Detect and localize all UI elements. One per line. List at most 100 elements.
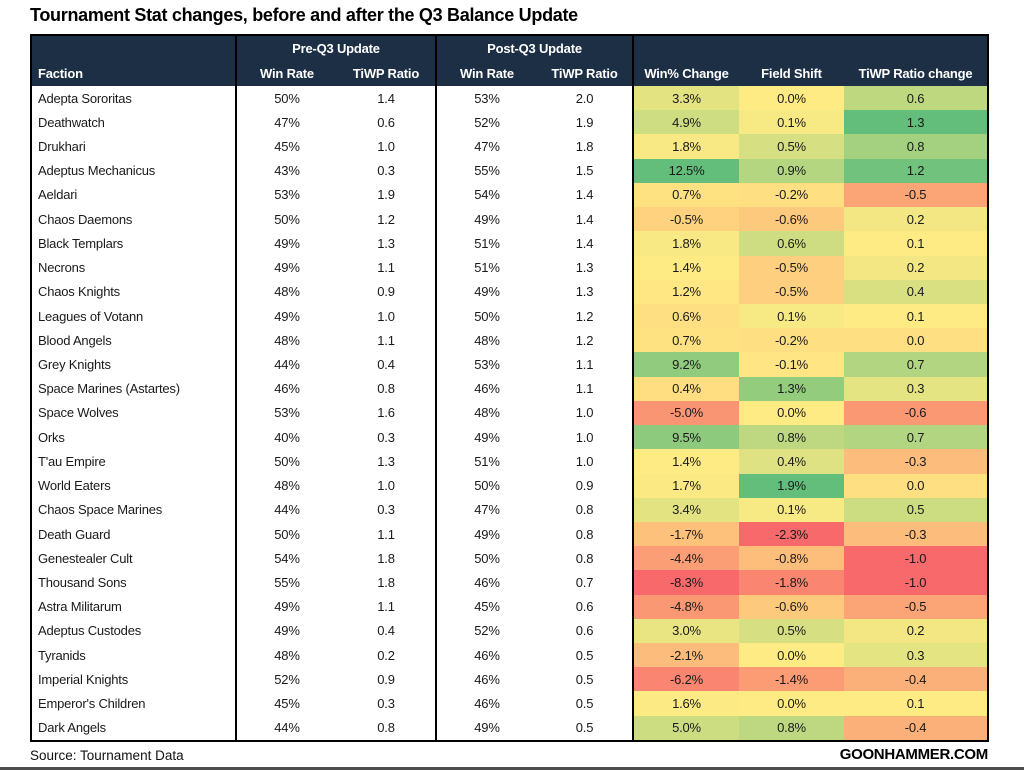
heat-cell-win-change: -4.8% [634, 594, 739, 619]
cell-post-tiwp-ratio: 1.0 [537, 425, 634, 450]
cell-post-tiwp-ratio: 0.8 [537, 497, 634, 522]
bottom-rule [0, 767, 1024, 770]
group-header [32, 36, 237, 61]
cell-post-tiwp-ratio: 1.9 [537, 110, 634, 135]
cell-post-win-rate: 46% [474, 671, 500, 687]
group-header: Pre-Q3 Update [237, 36, 437, 61]
heat-cell-win-change: 1.7% [634, 473, 739, 498]
cell-faction: Thousand Sons [32, 570, 237, 595]
heat-cell-field-shift: 1.9% [739, 473, 844, 498]
cell-post-tiwp-ratio: 0.5 [537, 667, 634, 692]
cell-faction: Grey Knights [32, 352, 237, 377]
cell-pre-win-rate: 48% [274, 284, 300, 300]
heat-cell-tiwp-change: -1.0 [844, 546, 987, 571]
group-header [634, 36, 987, 61]
cell-faction: Blood Angels [32, 328, 237, 353]
heat-cell-field-shift: -1.8% [739, 570, 844, 595]
cell-pre-win-rate: 49% [274, 235, 300, 251]
heat-cell-win-change: 3.0% [634, 618, 739, 644]
cell-pre-win-rate: 50% [274, 90, 300, 106]
cell-faction: Tyranids [32, 643, 237, 668]
heat-cell-field-shift: 0.1% [739, 303, 844, 329]
cell-post-win-rate: 46% [474, 574, 500, 590]
cell-pre-win-rate: 49% [274, 308, 300, 324]
heat-cell-field-shift: -0.1% [739, 352, 844, 377]
cell-pre-win-rate: 50% [274, 526, 300, 542]
stat-table: Pre-Q3 Update Post-Q3 Update Faction Win Ra… [30, 34, 989, 742]
cell-faction: Necrons [32, 255, 237, 280]
cell-faction: Astra Militarum [32, 594, 237, 619]
cell-pre-win-rate: 45% [274, 696, 300, 712]
heat-cell-tiwp-change: -0.3 [844, 449, 987, 474]
cell-pre-tiwp-ratio: 1.1 [337, 521, 437, 547]
cell-post-tiwp-ratio: 0.5 [537, 691, 634, 716]
cell-pre-tiwp-ratio: 0.2 [337, 643, 437, 668]
heat-cell-win-change: 1.8% [634, 231, 739, 256]
heat-cell-field-shift: 0.5% [739, 618, 844, 644]
heat-cell-tiwp-change: -0.5 [844, 182, 987, 208]
cell-faction: Imperial Knights [32, 667, 237, 692]
cell-faction: Deathwatch [32, 110, 237, 135]
cell-pre-win-rate: 50% [274, 211, 300, 227]
heat-cell-tiwp-change: 0.1 [844, 691, 987, 716]
cell-pre-win-rate: 55% [274, 574, 300, 590]
cell-post-tiwp-ratio: 1.1 [537, 376, 634, 401]
cell-post-tiwp-ratio: 0.6 [537, 618, 634, 644]
heat-cell-tiwp-change: 0.8 [844, 134, 987, 159]
cell-pre-win-rate: 50% [274, 453, 300, 469]
cell-pre-tiwp-ratio: 1.9 [337, 182, 437, 208]
cell-pre-win-rate: 54% [274, 550, 300, 566]
cell-pre-tiwp-ratio: 0.3 [337, 425, 437, 450]
heat-cell-win-change: 12.5% [634, 158, 739, 183]
cell-faction: World Eaters [32, 473, 237, 498]
heat-cell-win-change: 1.6% [634, 691, 739, 716]
cell-pre-tiwp-ratio: 0.9 [337, 279, 437, 304]
cell-post-tiwp-ratio: 0.6 [537, 594, 634, 619]
cell-post-win-rate: 49% [474, 429, 500, 445]
column-header: Win% Change [634, 61, 739, 86]
cell-pre-tiwp-ratio: 0.4 [337, 352, 437, 377]
heat-cell-win-change: 0.7% [634, 328, 739, 353]
cell-post-win-rate: 45% [474, 599, 500, 615]
heat-cell-win-change: 1.4% [634, 255, 739, 280]
cell-post-tiwp-ratio: 1.1 [537, 352, 634, 377]
cell-pre-win-rate: 49% [274, 260, 300, 276]
heat-cell-tiwp-change: -0.3 [844, 521, 987, 547]
cell-pre-tiwp-ratio: 1.0 [337, 134, 437, 159]
cell-post-win-rate: 51% [474, 260, 500, 276]
heat-cell-tiwp-change: 0.3 [844, 643, 987, 668]
heat-cell-field-shift: 0.0% [739, 643, 844, 668]
cell-post-tiwp-ratio: 1.4 [537, 231, 634, 256]
cell-pre-win-rate: 49% [274, 623, 300, 639]
cell-pre-tiwp-ratio: 1.4 [337, 86, 437, 111]
heat-cell-win-change: -8.3% [634, 570, 739, 595]
cell-post-win-rate: 48% [474, 405, 500, 421]
cell-post-tiwp-ratio: 0.9 [537, 473, 634, 498]
cell-post-win-rate: 49% [474, 211, 500, 227]
cell-pre-tiwp-ratio: 0.9 [337, 667, 437, 692]
heat-cell-tiwp-change: 0.1 [844, 231, 987, 256]
cell-pre-tiwp-ratio: 0.3 [337, 691, 437, 716]
cell-pre-win-rate: 53% [274, 187, 300, 203]
cell-post-win-rate: 49% [474, 720, 500, 736]
heat-cell-tiwp-change: 0.2 [844, 255, 987, 280]
cell-post-tiwp-ratio: 0.5 [537, 715, 634, 740]
heat-cell-tiwp-change: 0.4 [844, 279, 987, 304]
heat-cell-field-shift: -0.2% [739, 182, 844, 208]
heat-cell-tiwp-change: -0.4 [844, 715, 987, 740]
cell-faction: Adepta Sororitas [32, 86, 237, 111]
cell-pre-tiwp-ratio: 1.2 [337, 207, 437, 232]
heat-cell-tiwp-change: 0.7 [844, 352, 987, 377]
heat-cell-field-shift: 0.8% [739, 715, 844, 740]
cell-pre-tiwp-ratio: 1.1 [337, 328, 437, 353]
heat-cell-win-change: -5.0% [634, 400, 739, 426]
cell-post-win-rate: 51% [474, 453, 500, 469]
heat-cell-field-shift: 0.4% [739, 449, 844, 474]
cell-pre-win-rate: 44% [274, 357, 300, 373]
cell-post-tiwp-ratio: 2.0 [537, 86, 634, 111]
heat-cell-field-shift: 0.9% [739, 158, 844, 183]
heat-cell-field-shift: 0.5% [739, 134, 844, 159]
cell-pre-tiwp-ratio: 1.0 [337, 303, 437, 329]
cell-faction: Chaos Knights [32, 279, 237, 304]
